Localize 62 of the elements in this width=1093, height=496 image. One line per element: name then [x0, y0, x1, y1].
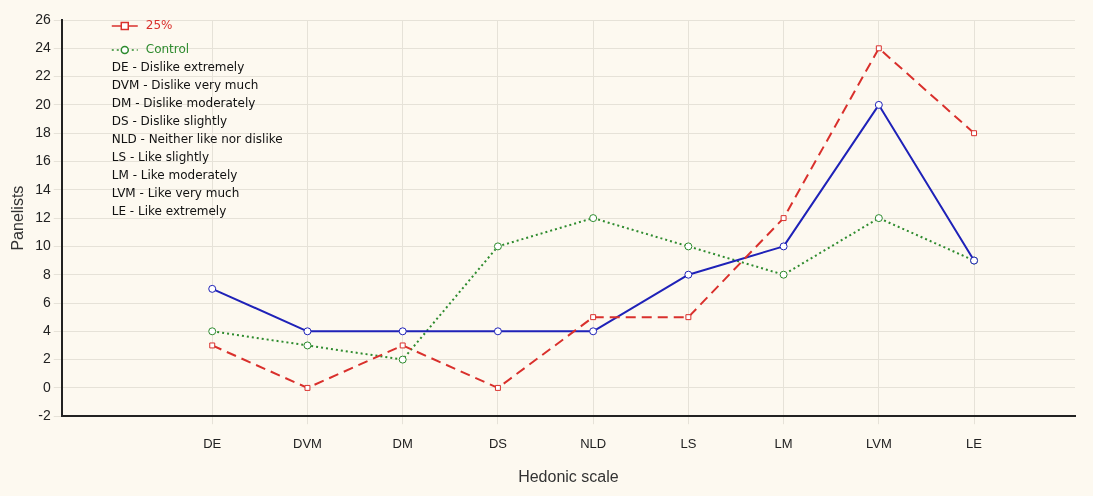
point	[684, 270, 693, 279]
annotation: DS - Dislike slightly	[111, 114, 228, 129]
y-tick-label: -2	[38, 407, 51, 424]
y-tick-label: 6	[42, 293, 51, 310]
point	[589, 214, 598, 223]
point	[589, 327, 598, 336]
x-tick-label: LE	[966, 435, 983, 451]
x-tick-label: DVM	[293, 435, 322, 451]
x-axis-title: Hedonic scale	[518, 467, 619, 485]
x-tick-label: LM	[774, 435, 793, 451]
point	[399, 342, 406, 349]
point	[590, 314, 597, 321]
annotation: LM - Like moderately	[111, 168, 238, 183]
y-tick-label: 12	[35, 208, 51, 225]
point	[208, 327, 217, 336]
y-tick-label: 22	[35, 67, 51, 84]
point	[209, 342, 216, 349]
legend-label: Control	[145, 42, 190, 57]
annotation: NLD - Neither like nor dislike	[111, 132, 283, 147]
point	[874, 214, 883, 223]
point	[493, 327, 502, 336]
y-tick-label: 4	[42, 322, 51, 339]
y-tick-label: 8	[42, 265, 51, 282]
annotation: DE - Dislike extremely	[111, 60, 245, 75]
x-tick-label: DM	[392, 435, 413, 451]
point	[493, 242, 502, 251]
y-tick-label: 16	[35, 152, 51, 169]
point	[303, 327, 312, 336]
annotation: LS - Like slightly	[111, 150, 210, 165]
point	[684, 242, 693, 251]
point	[874, 100, 883, 109]
x-tick-label: NLD	[580, 435, 607, 451]
y-tick-label: 18	[35, 124, 51, 141]
y-tick-label: 0	[42, 378, 51, 395]
annotation: DVM - Dislike very much	[111, 78, 259, 93]
point	[304, 384, 311, 391]
point	[971, 130, 978, 137]
x-tick-label: DS	[488, 435, 508, 451]
legend-label: 25%	[145, 18, 173, 33]
x-tick-label: LVM	[865, 435, 892, 451]
point	[494, 384, 501, 391]
point	[780, 215, 787, 222]
point	[398, 355, 407, 364]
point	[303, 341, 312, 350]
point	[779, 242, 788, 251]
x-tick-label: LS	[680, 435, 697, 451]
annotation: DM - Dislike moderately	[111, 96, 256, 111]
y-tick-label: 24	[35, 39, 51, 56]
y-tick-label: 2	[42, 350, 51, 367]
y-axis-title: Panelists	[9, 185, 27, 251]
annotation: LE - Like extremely	[111, 204, 227, 219]
point	[875, 45, 882, 52]
y-tick-label: 10	[35, 237, 51, 254]
point	[779, 270, 788, 279]
y-tick-label: 26	[35, 10, 51, 27]
point	[398, 327, 407, 336]
point	[685, 314, 692, 321]
annotation: LVM - Like very much	[111, 186, 240, 201]
y-tick-label: 20	[35, 95, 51, 112]
x-tick-label: DE	[203, 435, 222, 451]
point	[208, 284, 217, 293]
y-tick-label: 14	[35, 180, 51, 197]
